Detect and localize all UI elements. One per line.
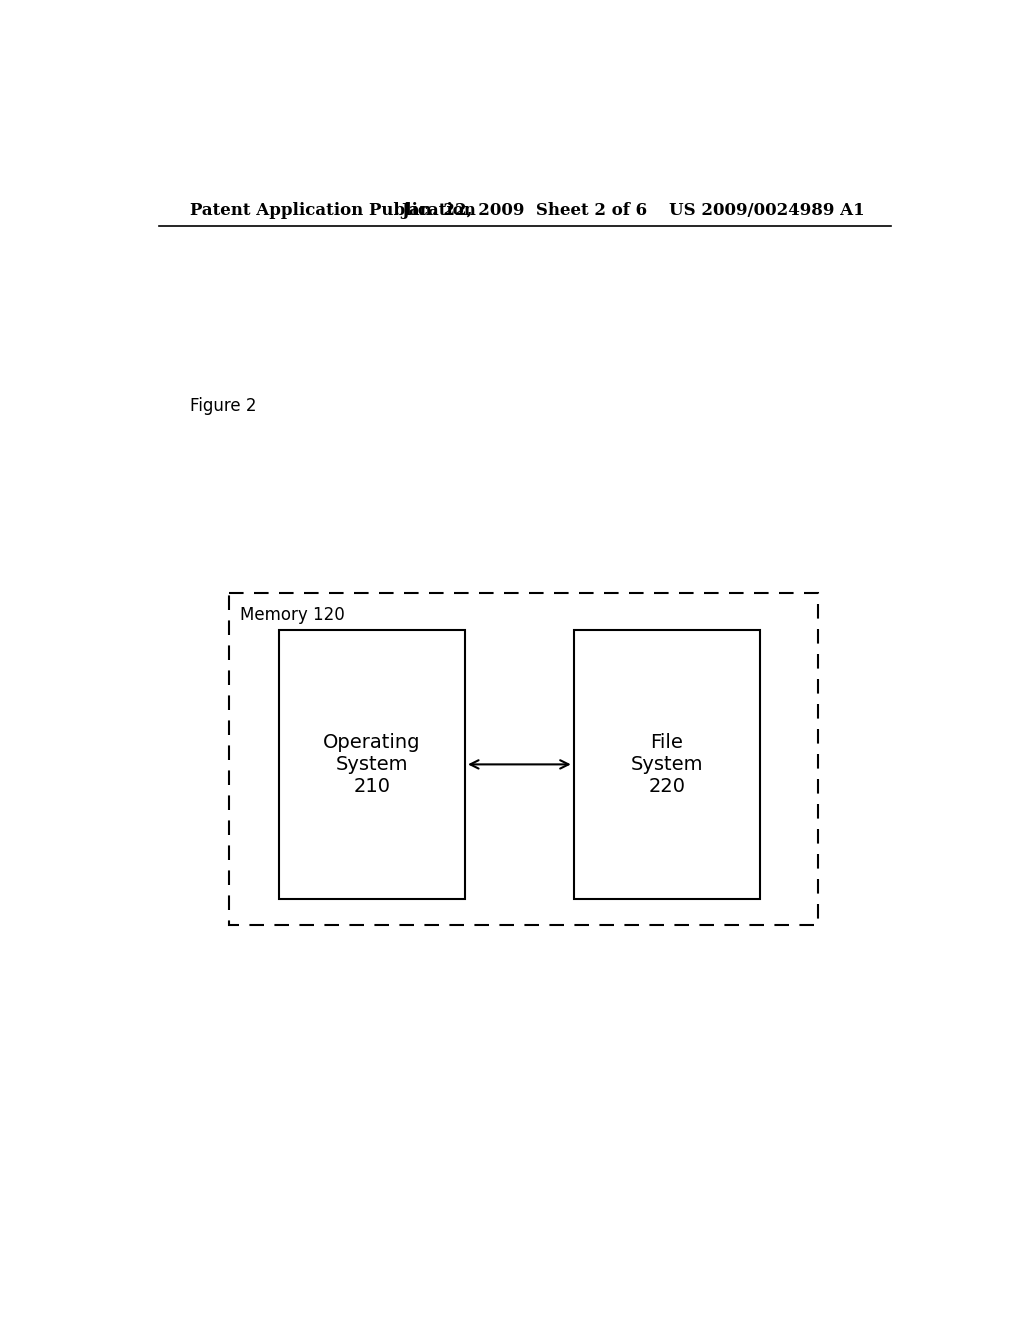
Text: Jan. 22, 2009  Sheet 2 of 6: Jan. 22, 2009 Sheet 2 of 6 — [401, 202, 648, 219]
Text: Figure 2: Figure 2 — [190, 397, 256, 416]
Text: Patent Application Publication: Patent Application Publication — [190, 202, 476, 219]
Bar — [228, 594, 818, 924]
Bar — [280, 630, 465, 899]
Text: US 2009/0024989 A1: US 2009/0024989 A1 — [669, 202, 864, 219]
Bar — [573, 630, 760, 899]
Text: Operating
System
210: Operating System 210 — [324, 733, 421, 796]
Text: File
System
220: File System 220 — [631, 733, 702, 796]
Text: Memory 120: Memory 120 — [241, 606, 345, 624]
